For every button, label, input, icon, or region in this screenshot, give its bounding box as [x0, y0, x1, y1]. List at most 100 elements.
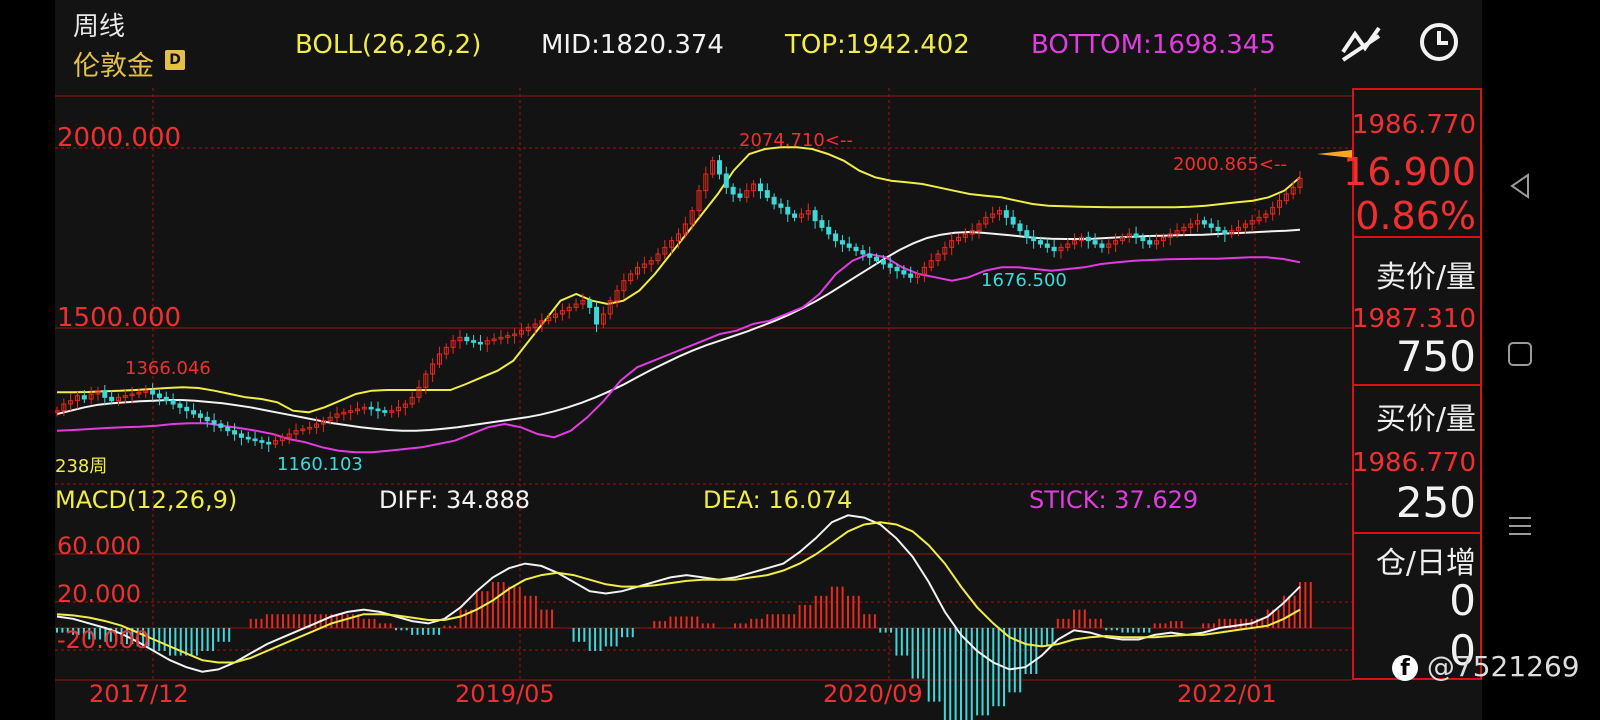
drawing-tool-icon[interactable] — [1337, 18, 1385, 66]
candle-body — [512, 333, 518, 337]
bid-section[interactable]: 买价/量 1986.770 250 — [1351, 386, 1480, 534]
bar-count: 238周 — [55, 456, 107, 477]
candle-body — [1058, 246, 1064, 252]
candle-body — [716, 160, 722, 175]
annotation-recent: 2000.865<-- — [1173, 154, 1287, 175]
candle-body — [491, 338, 497, 342]
candle-body — [580, 300, 586, 305]
open-interest-value: 0 — [1449, 576, 1476, 625]
price-change-pct: 0.86% — [1355, 194, 1476, 238]
ask-price: 1987.310 — [1351, 304, 1476, 334]
candle-body — [443, 346, 449, 355]
candle-body — [662, 246, 668, 255]
candle-body — [819, 220, 825, 228]
clock-icon[interactable] — [1415, 18, 1463, 66]
macd-diff-line — [56, 514, 1301, 673]
candle-body — [1188, 223, 1194, 228]
candle-body — [559, 310, 565, 315]
candle-body — [1003, 210, 1009, 218]
candle-body — [61, 403, 67, 412]
candle-body — [1010, 216, 1016, 225]
candle-body — [1140, 236, 1146, 242]
macd-y-label-60: 60.000 — [57, 532, 141, 560]
candle-body — [177, 403, 183, 408]
chart-grid — [55, 88, 1352, 681]
candle-body — [115, 396, 121, 402]
period-label[interactable]: 周线 — [73, 12, 126, 42]
candle-body — [341, 411, 347, 415]
bid-price: 1986.770 — [1351, 448, 1476, 478]
candle-body — [928, 260, 934, 268]
candle-body — [1242, 223, 1248, 228]
candle-body — [1201, 220, 1207, 225]
ask-volume: 750 — [1395, 332, 1476, 381]
candle-body — [587, 300, 593, 308]
y-label-2000: 2000.000 — [57, 123, 181, 153]
candle-body — [798, 213, 804, 218]
bid-volume: 250 — [1395, 478, 1476, 527]
candle-body — [996, 210, 1002, 215]
candle-body — [682, 223, 688, 235]
candle-body — [150, 390, 156, 395]
instrument-name[interactable]: 伦敦金 — [73, 51, 154, 82]
candle-body — [430, 363, 436, 375]
macd-dea-line — [56, 521, 1301, 664]
candle-body — [648, 260, 654, 265]
macd-stick-value: STICK: 37.629 — [1029, 486, 1198, 514]
price-summary: 1986.770 16.900 0.86% — [1343, 90, 1480, 238]
macd-label[interactable]: MACD(12,26,9) — [55, 486, 237, 514]
macd-y-label-20: 20.000 — [57, 580, 141, 608]
price-change: 16.900 — [1343, 150, 1476, 194]
candle-body — [839, 240, 845, 245]
ask-section[interactable]: 卖价/量 1987.310 750 — [1351, 238, 1480, 386]
candle-body — [156, 393, 162, 398]
candle-body — [710, 160, 716, 175]
candle-body — [471, 340, 477, 343]
candle-body — [990, 213, 996, 218]
menu-icon[interactable] — [1506, 512, 1534, 540]
candle-body — [436, 353, 442, 365]
candle-body — [969, 230, 975, 235]
watermark-text: @7521269 — [1426, 650, 1580, 683]
candle-body — [266, 441, 272, 445]
boll-upper-line — [57, 146, 1301, 414]
boll-indicator-label[interactable]: BOLL(26,26,2) — [295, 30, 482, 60]
candle-body — [853, 246, 859, 252]
back-icon[interactable] — [1506, 172, 1534, 200]
candle-body — [389, 410, 395, 413]
boll-top-value: TOP:1942.402 — [785, 30, 970, 60]
candle-body — [450, 340, 456, 348]
x-label-2019-05: 2019/05 — [455, 680, 555, 708]
candle-body — [423, 373, 429, 388]
candle-body — [573, 303, 579, 308]
candle-body — [621, 280, 627, 292]
candle-body — [723, 173, 729, 188]
kline-chart[interactable]: 2000.000 1500.000 2074.710<-- 2000.865<-… — [55, 84, 1352, 720]
candle-body — [218, 423, 224, 428]
candle-body — [792, 213, 798, 218]
candle-body — [962, 233, 968, 238]
candle-body — [1099, 243, 1105, 248]
macd-y-label-neg20: -20.000 — [57, 626, 150, 654]
candle-body — [1065, 243, 1071, 248]
candle-body — [245, 436, 251, 440]
home-icon[interactable] — [1506, 340, 1534, 368]
candle-body — [901, 270, 907, 275]
candle-body — [143, 390, 149, 393]
candle-body — [703, 173, 709, 192]
candle-body — [1044, 243, 1050, 248]
candle-body — [307, 426, 313, 430]
watermark: f @7521269 — [1392, 650, 1600, 690]
candle-body — [1283, 193, 1289, 202]
candle-body — [778, 203, 784, 208]
candle-body — [1113, 240, 1119, 245]
candle-body — [1222, 230, 1228, 235]
candle-body — [696, 190, 702, 212]
candle-body — [942, 246, 948, 255]
candle-body — [826, 226, 832, 235]
candle-body — [1229, 230, 1235, 235]
candle-body — [628, 273, 634, 282]
candle-body — [1106, 243, 1112, 248]
candle-body — [594, 306, 600, 325]
candle-body — [348, 410, 354, 413]
